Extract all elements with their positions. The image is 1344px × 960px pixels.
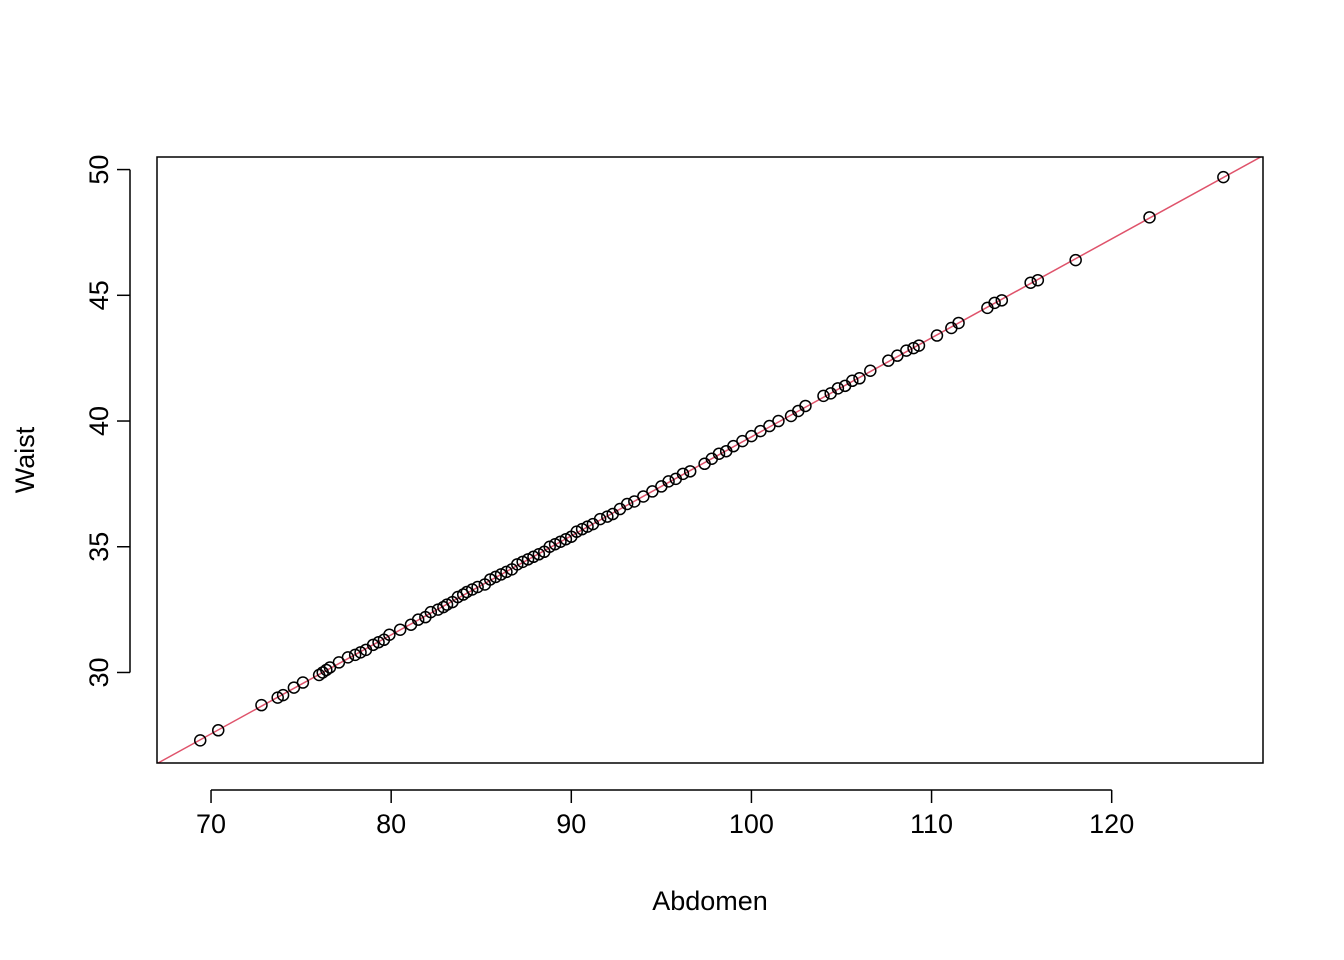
data-point bbox=[1031, 273, 1045, 287]
data-point bbox=[864, 364, 877, 377]
data-point bbox=[276, 688, 290, 702]
data-point bbox=[424, 605, 438, 619]
data-point bbox=[255, 698, 268, 712]
data-point bbox=[296, 676, 310, 689]
y-axis: 30 35 40 45 50 bbox=[84, 155, 131, 688]
data-point bbox=[952, 316, 965, 330]
data-point bbox=[853, 372, 866, 385]
data-points bbox=[193, 170, 1230, 747]
data-point bbox=[341, 651, 355, 664]
data-point bbox=[930, 329, 944, 342]
plot-frame bbox=[156, 156, 1264, 764]
data-point bbox=[846, 374, 859, 388]
data-point bbox=[1069, 253, 1082, 267]
x-axis: 70 80 90 100 110 120 bbox=[196, 789, 1134, 839]
data-point bbox=[211, 724, 225, 737]
data-point bbox=[831, 382, 845, 395]
data-point bbox=[383, 628, 396, 642]
data-point bbox=[193, 734, 207, 747]
data-point bbox=[393, 623, 407, 636]
fit-line-layer bbox=[157, 157, 1263, 763]
data-point bbox=[620, 497, 634, 511]
data-point bbox=[995, 294, 1009, 307]
data-point bbox=[799, 399, 812, 413]
data-point bbox=[1024, 276, 1037, 289]
y-tick-label: 50 bbox=[84, 155, 114, 185]
y-tick-label: 45 bbox=[84, 280, 114, 310]
data-point bbox=[676, 467, 690, 481]
x-tick-label: 90 bbox=[556, 809, 586, 839]
data-point bbox=[320, 663, 333, 677]
x-tick-label: 120 bbox=[1089, 809, 1134, 839]
y-tick-label: 35 bbox=[84, 532, 114, 562]
y-tick-label: 30 bbox=[84, 657, 114, 687]
x-tick-label: 80 bbox=[376, 809, 406, 839]
data-point bbox=[712, 447, 726, 460]
data-point bbox=[662, 475, 675, 488]
data-point bbox=[900, 344, 913, 357]
data-point bbox=[912, 339, 926, 352]
data-point bbox=[817, 389, 830, 403]
data-point bbox=[1143, 211, 1156, 224]
regression-line bbox=[157, 157, 1263, 763]
y-tick-label: 40 bbox=[84, 406, 114, 436]
x-axis-title: Abdomen bbox=[652, 886, 768, 916]
x-tick-label: 110 bbox=[910, 809, 953, 839]
data-point bbox=[471, 580, 484, 594]
data-point bbox=[988, 296, 1001, 310]
x-tick-label: 70 bbox=[196, 809, 226, 839]
data-point bbox=[411, 613, 425, 626]
x-tick-label: 100 bbox=[729, 809, 774, 839]
data-point bbox=[1217, 170, 1230, 184]
data-point bbox=[772, 414, 785, 428]
data-point bbox=[593, 512, 607, 526]
data-point bbox=[683, 465, 697, 478]
y-axis-title: Waist bbox=[10, 426, 40, 493]
